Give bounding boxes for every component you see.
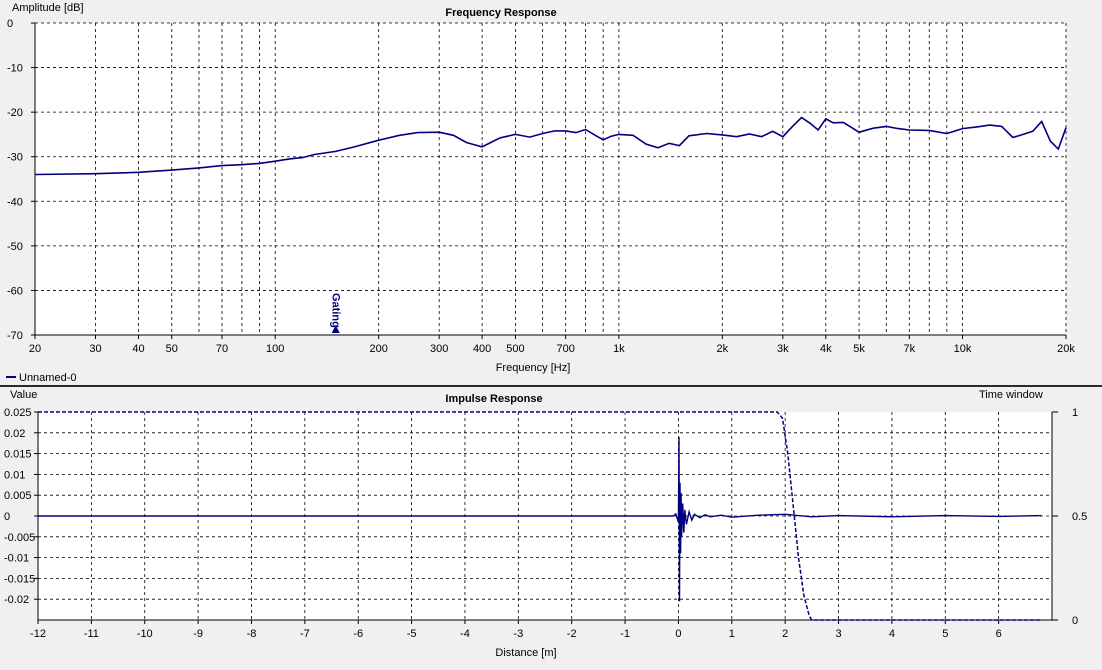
ir-impulse-series-line xyxy=(38,436,1042,602)
ir-y-axis-title: Value xyxy=(10,389,37,401)
fr-x-tick-label: 5k xyxy=(853,343,865,355)
ir-x-tick-label: 0 xyxy=(675,628,681,640)
fr-x-axis-title: Frequency [Hz] xyxy=(496,362,571,374)
fr-x-tick-label: 10k xyxy=(954,343,972,355)
ir-x-tick-label: -4 xyxy=(460,628,470,640)
ir-x-ticks: -12 -11 -10 -9 -8 -7 -6 -5 -4 -3 -2 -1 0 1 2 3 4 5 6 xyxy=(30,620,1002,640)
ir-x-tick-label: -12 xyxy=(30,628,46,640)
ir-chart-title: Impulse Response xyxy=(445,393,542,405)
fr-x-tick-label: 3k xyxy=(777,343,789,355)
fr-x-tick-label: 4k xyxy=(820,343,832,355)
fr-y-tick-label: -30 xyxy=(7,152,23,164)
ir-x-tick-label: -3 xyxy=(513,628,523,640)
ir-y2-tick-label: 0.5 xyxy=(1072,511,1087,523)
fr-series-unnamed-0-line xyxy=(34,116,1067,176)
fr-x-tick-label: 50 xyxy=(166,343,178,355)
ir-x-tick-label: 2 xyxy=(782,628,788,640)
fr-legend[interactable]: Unnamed-0 xyxy=(6,372,76,384)
ir-x-axis-title: Distance [m] xyxy=(495,647,556,659)
ir-x-tick-label: -6 xyxy=(353,628,363,640)
fr-x-tick-label: 200 xyxy=(369,343,387,355)
fr-y-tick-label: 0 xyxy=(7,18,13,30)
fr-x-tick-label: 20k xyxy=(1057,343,1075,355)
ir-x-tick-label: -10 xyxy=(137,628,153,640)
fr-x-tick-label: 100 xyxy=(266,343,284,355)
ir-x-tick-label: 6 xyxy=(996,628,1002,640)
ir-x-tick-label: -5 xyxy=(407,628,417,640)
ir-y-tick-label: -0.02 xyxy=(4,594,29,606)
ir-y-tick-label: -0.01 xyxy=(4,553,29,565)
ir-y2-tick-label: 1 xyxy=(1072,407,1078,419)
chart-splitter[interactable] xyxy=(0,385,1102,387)
fr-legend-label: Unnamed-0 xyxy=(19,372,76,384)
fr-x-tick-label: 700 xyxy=(556,343,574,355)
ir-y2-ticks: 10.50 xyxy=(1052,407,1087,627)
fr-x-tick-label: 30 xyxy=(89,343,101,355)
fr-x-tick-label: 40 xyxy=(132,343,144,355)
ir-y-tick-label: -0.015 xyxy=(4,573,35,585)
ir-x-tick-label: -7 xyxy=(300,628,310,640)
fr-chart-title: Frequency Response xyxy=(445,7,556,19)
ir-x-tick-label: 3 xyxy=(835,628,841,640)
ir-y-tick-label: -0.005 xyxy=(4,532,35,544)
gating-marker[interactable]: Gating xyxy=(330,293,342,333)
ir-x-tick-label: 5 xyxy=(942,628,948,640)
ir-y2-axis-title: Time window xyxy=(979,389,1043,401)
fr-y-ticks: 0 -10 -20 -30 -40 -50 -60 -70 xyxy=(7,18,35,342)
fr-x-ticks: 20 30 40 50 70 100 200 300 400 500 700 1k 2k 3k 4k 5k 7k… xyxy=(29,335,1075,355)
ir-x-tick-label: 4 xyxy=(889,628,895,640)
gating-marker-arrow[interactable] xyxy=(331,325,340,333)
ir-y-tick-label: 0.01 xyxy=(4,469,25,481)
ir-x-tick-label: -1 xyxy=(620,628,630,640)
ir-y-tick-label: 0.005 xyxy=(4,490,32,502)
frequency-response-chart: 0 -10 -20 -30 -40 -50 -60 -70 20 30 40 50 70 100 200 3… xyxy=(6,2,1075,384)
fr-grid xyxy=(34,22,1067,335)
ir-x-tick-label: -9 xyxy=(193,628,203,640)
fr-y-tick-label: -70 xyxy=(7,330,23,342)
ir-time-window-line xyxy=(38,411,1042,621)
fr-x-tick-label: 2k xyxy=(717,343,729,355)
fr-y-tick-label: -10 xyxy=(7,63,23,75)
ir-y-ticks: 0.025 0.02 0.015 0.01 0.005 0 -0.005 -0.01 -0.01… xyxy=(4,407,38,606)
fr-x-tick-label: 1k xyxy=(613,343,625,355)
fr-y-tick-label: -20 xyxy=(7,107,23,119)
fr-y-tick-label: -40 xyxy=(7,196,23,208)
fr-x-tick-label: 20 xyxy=(29,343,41,355)
ir-x-tick-label: 1 xyxy=(729,628,735,640)
ir-y-tick-label: 0.015 xyxy=(4,449,32,461)
ir-x-tick-label: -11 xyxy=(84,628,99,640)
ir-x-tick-label: -8 xyxy=(247,628,257,640)
fr-x-tick-label: 300 xyxy=(430,343,448,355)
fr-x-tick-label: 500 xyxy=(506,343,524,355)
impulse-response-chart: 0.025 0.02 0.015 0.01 0.005 0 -0.005 -0.01 -0.01… xyxy=(4,389,1087,659)
gating-marker-label: Gating xyxy=(330,293,342,328)
fr-y-tick-label: -50 xyxy=(7,241,23,253)
ir-y-tick-label: 0 xyxy=(4,511,10,523)
ir-y-tick-label: 0.02 xyxy=(4,428,25,440)
fr-x-tick-label: 400 xyxy=(473,343,491,355)
fr-y-axis-title: Amplitude [dB] xyxy=(12,2,84,14)
fr-x-tick-label: 70 xyxy=(216,343,228,355)
fr-plot-area xyxy=(35,23,1066,335)
fr-y-tick-label: -60 xyxy=(7,285,23,297)
ir-y2-tick-label: 0 xyxy=(1072,615,1078,627)
fr-x-tick-label: 7k xyxy=(903,343,915,355)
ir-y-tick-label: 0.025 xyxy=(4,407,32,419)
ir-x-tick-label: -2 xyxy=(567,628,577,640)
